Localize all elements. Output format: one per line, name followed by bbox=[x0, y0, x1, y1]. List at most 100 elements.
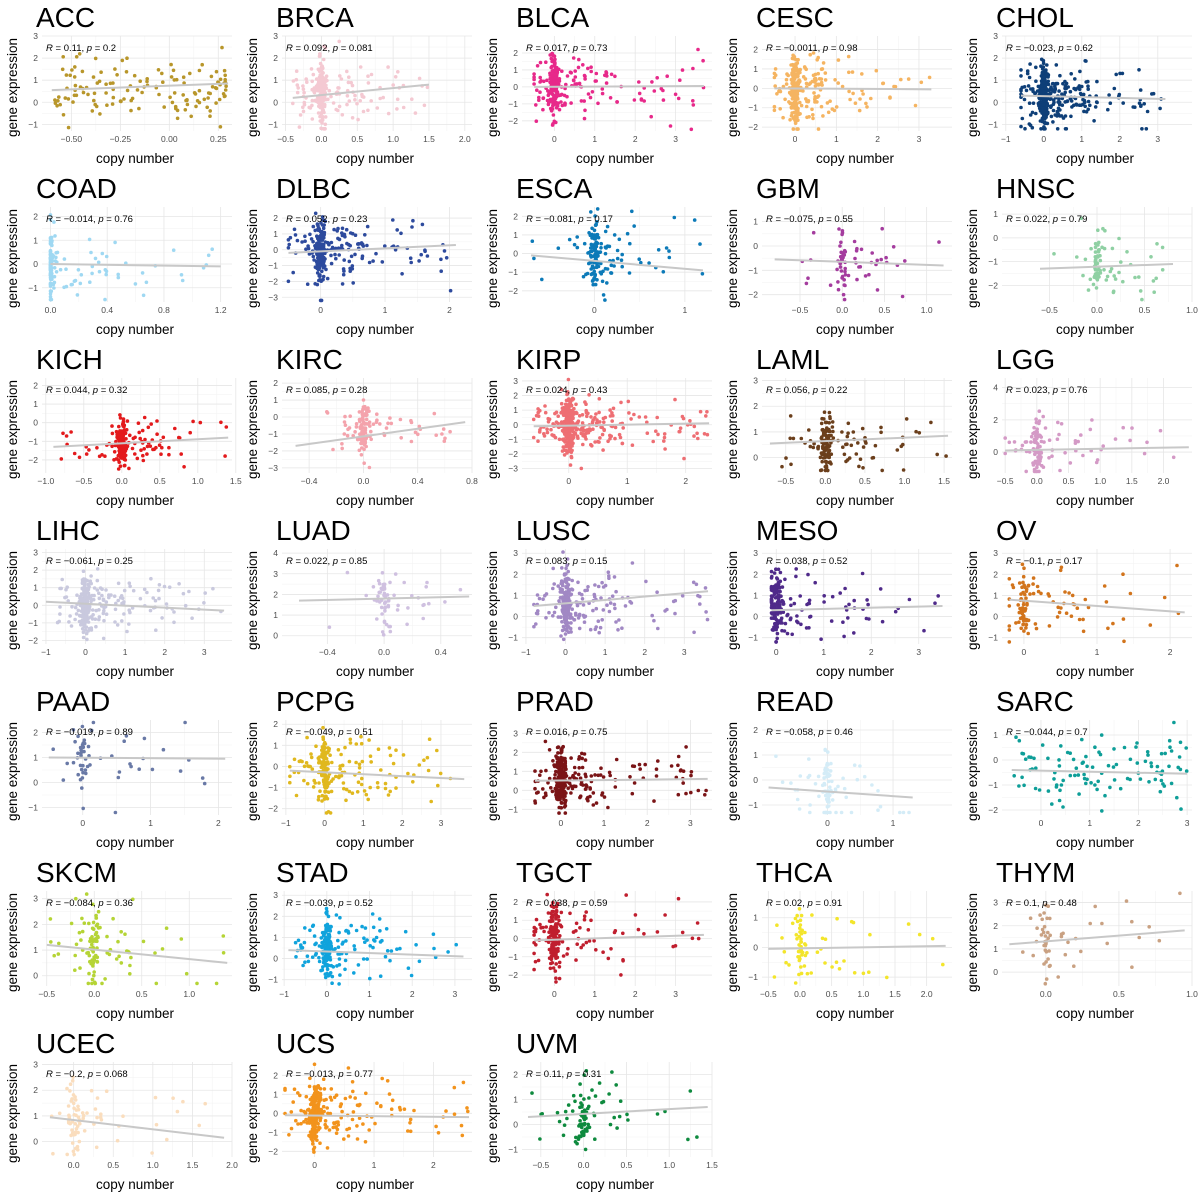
data-point bbox=[311, 254, 316, 259]
data-point bbox=[313, 228, 317, 233]
data-point bbox=[549, 56, 554, 61]
y-tick-label: −2 bbox=[508, 449, 518, 459]
x-tick-label: 3 bbox=[916, 647, 921, 657]
data-point bbox=[1024, 596, 1028, 600]
data-point bbox=[1095, 100, 1099, 105]
x-tick-label: −1 bbox=[41, 647, 51, 657]
data-point bbox=[91, 75, 96, 79]
data-point bbox=[538, 60, 543, 65]
data-point bbox=[375, 412, 379, 416]
data-point bbox=[824, 465, 829, 470]
data-point bbox=[88, 280, 92, 284]
data-point bbox=[320, 223, 325, 227]
data-point bbox=[1148, 623, 1153, 627]
data-point bbox=[119, 594, 124, 598]
data-point bbox=[1031, 582, 1035, 586]
data-point bbox=[423, 249, 427, 254]
data-point bbox=[1043, 114, 1047, 119]
x-tick-label: −0.5 bbox=[792, 305, 809, 315]
data-point bbox=[118, 416, 123, 420]
data-point bbox=[543, 593, 547, 598]
data-point bbox=[536, 410, 540, 415]
data-point bbox=[223, 454, 227, 458]
data-point bbox=[1056, 605, 1060, 610]
x-tick-label: 0.5 bbox=[879, 305, 891, 315]
correlation-annotation: R = 0.038, p = 0.52 bbox=[766, 556, 847, 567]
data-point bbox=[1105, 274, 1110, 279]
data-point bbox=[383, 605, 388, 609]
data-point bbox=[1038, 119, 1043, 123]
data-point bbox=[1055, 110, 1060, 115]
data-point bbox=[557, 107, 562, 112]
data-point bbox=[836, 81, 840, 85]
data-point bbox=[331, 447, 335, 452]
data-point bbox=[333, 252, 337, 257]
data-point bbox=[80, 786, 84, 790]
data-point bbox=[599, 241, 603, 246]
data-point bbox=[183, 108, 188, 112]
data-point bbox=[775, 636, 779, 641]
data-point bbox=[603, 229, 608, 234]
data-point bbox=[1055, 437, 1060, 441]
data-point bbox=[538, 75, 542, 80]
data-point bbox=[846, 616, 850, 620]
data-point bbox=[181, 75, 186, 79]
data-point bbox=[1019, 592, 1023, 596]
data-point bbox=[1088, 277, 1093, 282]
data-point bbox=[133, 452, 137, 456]
data-point bbox=[1057, 432, 1061, 437]
data-point bbox=[794, 68, 799, 73]
data-point bbox=[184, 98, 188, 103]
data-point bbox=[371, 422, 376, 426]
data-point bbox=[601, 608, 606, 612]
data-point bbox=[118, 429, 122, 433]
data-point bbox=[295, 238, 300, 243]
data-point bbox=[183, 603, 188, 608]
points bbox=[1052, 216, 1165, 302]
data-point bbox=[1095, 254, 1100, 258]
data-point bbox=[1051, 120, 1055, 124]
data-point bbox=[560, 590, 564, 594]
data-point bbox=[1042, 109, 1047, 114]
data-point bbox=[181, 93, 185, 97]
y-tick-label: −1 bbox=[748, 103, 758, 113]
data-point bbox=[208, 109, 212, 113]
data-point bbox=[561, 605, 566, 609]
data-point bbox=[76, 608, 81, 613]
data-point bbox=[582, 99, 586, 103]
data-point bbox=[587, 261, 591, 266]
data-point bbox=[336, 226, 340, 231]
data-point bbox=[825, 426, 829, 430]
data-point bbox=[541, 96, 546, 100]
data-point bbox=[347, 259, 352, 264]
data-point bbox=[860, 72, 864, 76]
data-point bbox=[1050, 454, 1054, 458]
data-point bbox=[382, 582, 386, 587]
data-point bbox=[1035, 465, 1039, 470]
data-point bbox=[792, 82, 797, 87]
data-point bbox=[816, 71, 820, 76]
panel-title: COAD bbox=[36, 173, 117, 204]
data-point bbox=[608, 601, 613, 605]
data-point bbox=[80, 749, 85, 754]
data-point bbox=[1057, 89, 1061, 93]
data-point bbox=[560, 428, 565, 433]
data-point bbox=[1073, 441, 1078, 445]
data-point bbox=[111, 95, 116, 100]
data-point bbox=[585, 414, 589, 419]
data-point bbox=[57, 619, 61, 624]
data-point bbox=[125, 419, 130, 423]
data-point bbox=[81, 635, 86, 640]
data-point bbox=[1092, 119, 1096, 123]
data-point bbox=[1051, 108, 1056, 113]
data-point bbox=[86, 744, 91, 749]
panel-title: BRCA bbox=[276, 2, 354, 33]
data-point bbox=[81, 806, 85, 811]
data-point bbox=[823, 78, 828, 82]
data-point bbox=[661, 270, 666, 274]
data-point bbox=[803, 77, 808, 81]
data-point bbox=[375, 781, 380, 785]
data-point bbox=[320, 108, 325, 113]
data-point bbox=[75, 593, 79, 597]
